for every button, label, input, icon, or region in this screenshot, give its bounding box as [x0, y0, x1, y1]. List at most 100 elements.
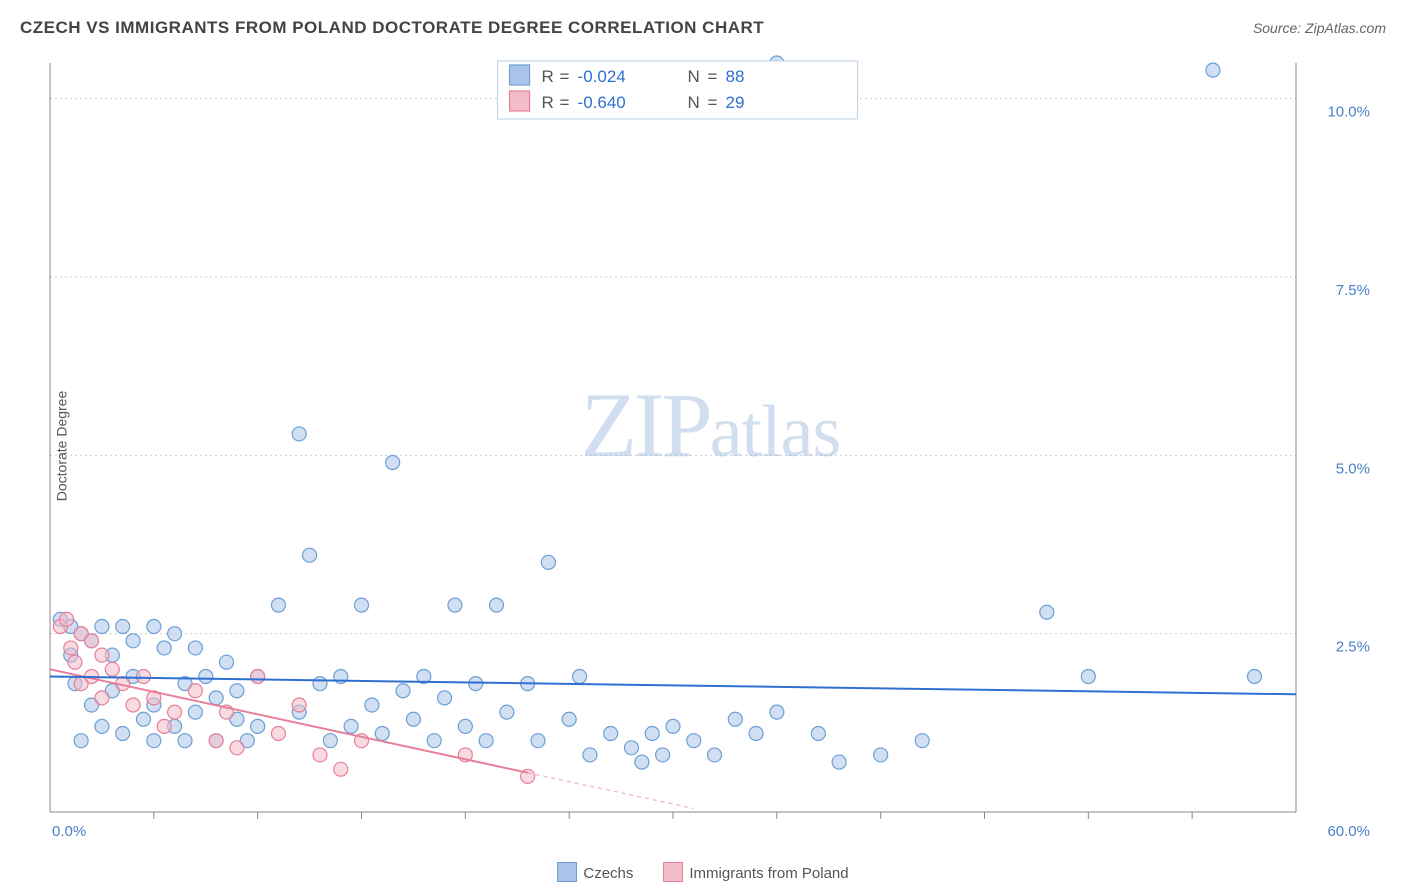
data-point: [136, 669, 150, 683]
n-value: 88: [726, 67, 745, 86]
svg-text:=: =: [560, 67, 570, 86]
data-point: [500, 705, 514, 719]
data-point: [64, 641, 78, 655]
data-point: [126, 634, 140, 648]
data-point: [1040, 605, 1054, 619]
data-point: [178, 734, 192, 748]
data-point: [624, 741, 638, 755]
data-point: [95, 719, 109, 733]
data-point: [396, 684, 410, 698]
svg-text:=: =: [560, 93, 570, 112]
svg-text:=: =: [708, 93, 718, 112]
data-point: [479, 734, 493, 748]
data-point: [313, 748, 327, 762]
regression-line-poland: [50, 669, 528, 772]
data-point: [1247, 669, 1261, 683]
data-point: [147, 734, 161, 748]
data-point: [292, 698, 306, 712]
data-point: [770, 705, 784, 719]
legend-item: Czechs: [557, 862, 633, 882]
data-point: [271, 727, 285, 741]
data-point: [230, 684, 244, 698]
data-point: [708, 748, 722, 762]
legend-swatch: [510, 91, 530, 111]
data-point: [344, 719, 358, 733]
data-point: [209, 691, 223, 705]
data-point: [656, 748, 670, 762]
data-point: [915, 734, 929, 748]
data-point: [562, 712, 576, 726]
data-point: [458, 719, 472, 733]
data-point: [116, 727, 130, 741]
data-point: [209, 734, 223, 748]
data-point: [95, 648, 109, 662]
data-point: [199, 669, 213, 683]
data-point: [583, 748, 597, 762]
data-point: [645, 727, 659, 741]
data-point: [573, 669, 587, 683]
data-point: [95, 620, 109, 634]
data-point: [188, 684, 202, 698]
legend-swatch: [663, 862, 683, 882]
x-tick-label: 0.0%: [52, 823, 86, 840]
svg-text:R: R: [542, 93, 554, 112]
data-point: [541, 555, 555, 569]
data-point: [448, 598, 462, 612]
data-point: [188, 705, 202, 719]
data-point: [489, 598, 503, 612]
plot-area: ZIPatlas 2.5%5.0%7.5%10.0%0.0%60.0%R=-0.…: [45, 55, 1376, 842]
data-point: [85, 634, 99, 648]
y-tick-label: 2.5%: [1336, 639, 1370, 656]
data-point: [874, 748, 888, 762]
data-point: [334, 762, 348, 776]
data-point: [365, 698, 379, 712]
r-value: -0.640: [578, 93, 626, 112]
r-value: -0.024: [578, 67, 626, 86]
data-point: [105, 662, 119, 676]
data-point: [666, 719, 680, 733]
data-point: [728, 712, 742, 726]
data-point: [147, 620, 161, 634]
data-point: [136, 712, 150, 726]
data-point: [635, 755, 649, 769]
svg-text:N: N: [688, 93, 700, 112]
data-point: [157, 719, 171, 733]
data-point: [438, 691, 452, 705]
regression-line-poland-extrap: [528, 773, 694, 809]
data-point: [168, 627, 182, 641]
svg-text:N: N: [688, 67, 700, 86]
data-point: [386, 455, 400, 469]
data-point: [251, 719, 265, 733]
data-point: [375, 727, 389, 741]
data-point: [811, 727, 825, 741]
data-point: [406, 712, 420, 726]
data-point: [1206, 63, 1220, 77]
data-point: [95, 691, 109, 705]
y-tick-label: 10.0%: [1327, 104, 1370, 121]
data-point: [687, 734, 701, 748]
data-point: [1081, 669, 1095, 683]
n-value: 29: [726, 93, 745, 112]
x-tick-label: 60.0%: [1327, 823, 1370, 840]
data-point: [157, 641, 171, 655]
data-point: [116, 620, 130, 634]
data-point: [292, 427, 306, 441]
legend-swatch: [557, 862, 577, 882]
legend-item: Immigrants from Poland: [663, 862, 848, 882]
source-attribution: Source: ZipAtlas.com: [1253, 20, 1386, 36]
data-point: [188, 641, 202, 655]
scatter-chart: 2.5%5.0%7.5%10.0%0.0%60.0%R=-0.024N=88R=…: [45, 55, 1376, 842]
y-tick-label: 7.5%: [1336, 282, 1370, 299]
data-point: [230, 741, 244, 755]
data-point: [531, 734, 545, 748]
data-point: [60, 612, 74, 626]
data-point: [313, 677, 327, 691]
chart-title: CZECH VS IMMIGRANTS FROM POLAND DOCTORAT…: [20, 18, 764, 38]
data-point: [604, 727, 618, 741]
data-point: [271, 598, 285, 612]
data-point: [749, 727, 763, 741]
data-point: [427, 734, 441, 748]
y-tick-label: 5.0%: [1336, 460, 1370, 477]
svg-text:=: =: [708, 67, 718, 86]
data-point: [303, 548, 317, 562]
